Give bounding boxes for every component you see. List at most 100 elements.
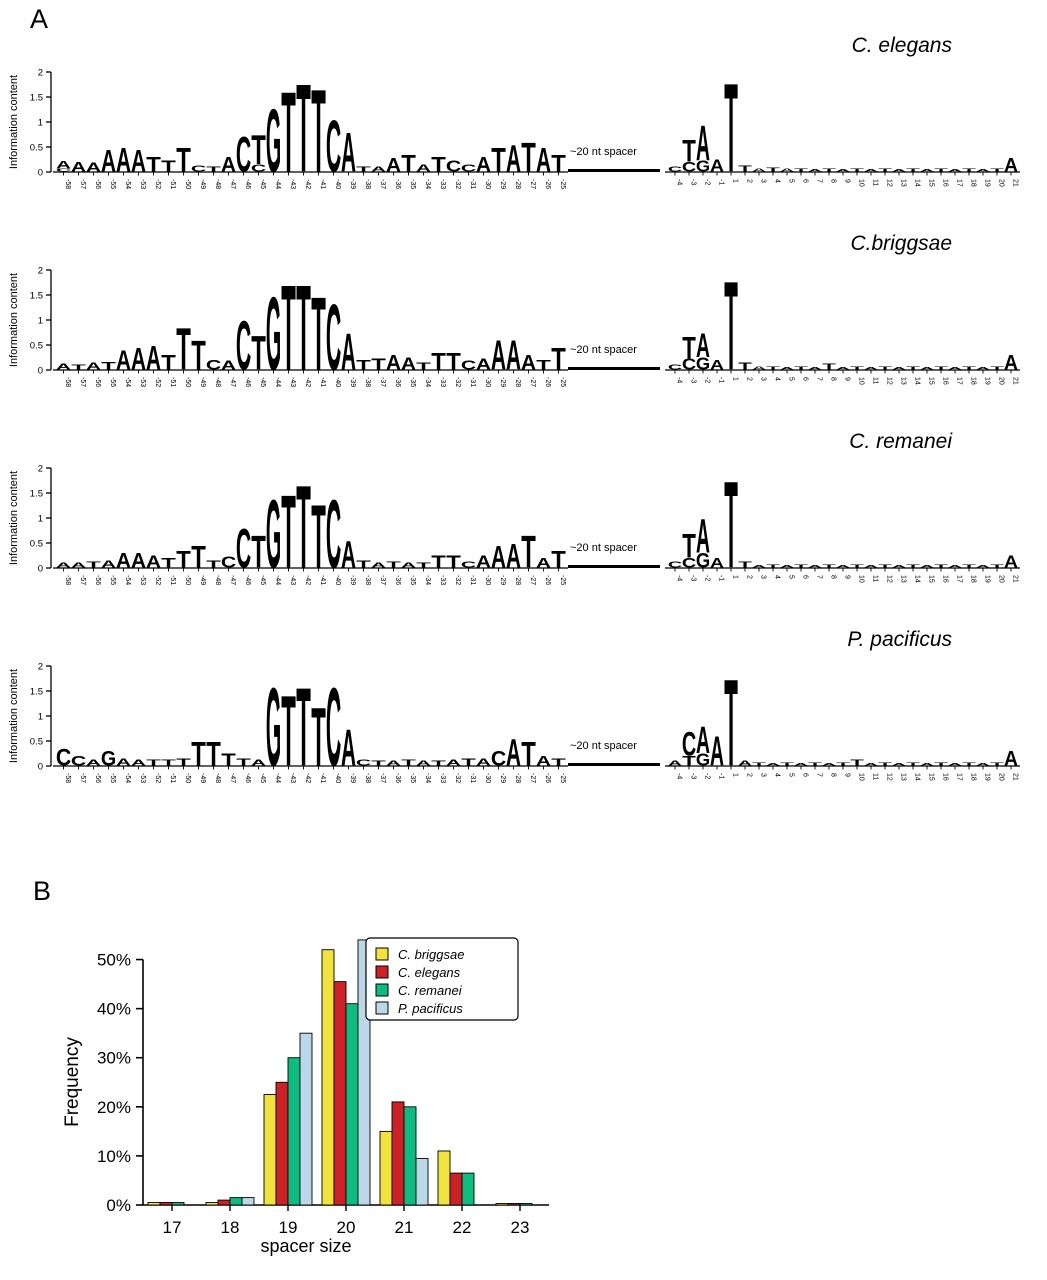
svg-text:A: A <box>1004 551 1018 571</box>
svg-text:C: C <box>71 753 86 768</box>
bar <box>229 1197 243 1206</box>
legend-label: C. briggsae <box>398 947 464 962</box>
svg-text:10%: 10% <box>97 1147 131 1166</box>
svg-text:A: A <box>221 359 236 373</box>
svg-text:T: T <box>521 526 536 577</box>
svg-text:T: T <box>236 756 252 768</box>
svg-text:1.5: 1.5 <box>30 489 43 500</box>
svg-text:T: T <box>682 330 696 366</box>
svg-text:T: T <box>71 363 86 371</box>
svg-text:A: A <box>506 731 521 775</box>
bar <box>287 1057 301 1206</box>
bar <box>159 1202 173 1206</box>
bar <box>519 1203 533 1206</box>
svg-text:T: T <box>296 60 311 199</box>
svg-text:A: A <box>668 760 683 768</box>
svg-text:T: T <box>161 555 176 571</box>
svg-text:-54: -54 <box>124 773 131 783</box>
svg-text:2: 2 <box>38 464 43 475</box>
bar <box>205 1202 219 1206</box>
svg-text:2: 2 <box>746 773 753 777</box>
svg-text:A: A <box>920 762 934 766</box>
svg-text:T: T <box>766 366 780 371</box>
svg-text:-40: -40 <box>334 773 341 783</box>
svg-text:A: A <box>794 762 808 766</box>
svg-text:-53: -53 <box>139 179 146 189</box>
svg-text:Information content: Information content <box>8 669 20 763</box>
svg-text:-4: -4 <box>676 773 683 779</box>
svg-text:-34: -34 <box>424 377 431 387</box>
svg-text:T: T <box>281 675 296 788</box>
svg-text:-52: -52 <box>154 575 161 585</box>
svg-text:A: A <box>710 155 724 175</box>
svg-text:3: 3 <box>760 179 767 183</box>
svg-text:T: T <box>934 564 948 569</box>
svg-text:A: A <box>476 356 491 373</box>
svg-text:-1: -1 <box>718 377 725 383</box>
logo-row-c-remanei: C. remanei 0 0.5 1 1.5 2 Information content -… <box>6 430 1044 628</box>
svg-text:-28: -28 <box>514 575 521 585</box>
spacer-label: ~20 nt spacer <box>570 344 637 356</box>
svg-text:T: T <box>794 564 808 569</box>
svg-text:-26: -26 <box>544 377 551 387</box>
svg-text:A: A <box>401 355 416 374</box>
svg-text:-57: -57 <box>79 575 86 585</box>
svg-text:-29: -29 <box>499 773 506 783</box>
svg-text:15: 15 <box>928 773 935 781</box>
svg-text:A: A <box>506 332 521 379</box>
legend-label: P. pacificus <box>398 1001 463 1016</box>
svg-text:A: A <box>371 562 386 570</box>
svg-text:-33: -33 <box>439 773 446 783</box>
svg-text:A: A <box>836 366 850 370</box>
svg-text:Information content: Information content <box>8 471 20 565</box>
svg-text:G: G <box>696 158 710 175</box>
svg-text:18: 18 <box>970 773 977 781</box>
svg-text:T: T <box>934 168 948 173</box>
svg-text:-30: -30 <box>484 377 491 387</box>
svg-text:A: A <box>536 141 551 180</box>
svg-text:-39: -39 <box>349 575 356 585</box>
svg-text:T: T <box>850 168 864 173</box>
svg-text:30%: 30% <box>97 1049 131 1068</box>
spacer-label: ~20 nt spacer <box>570 146 637 158</box>
svg-text:12: 12 <box>886 179 893 187</box>
svg-text:C: C <box>682 159 696 175</box>
svg-text:T: T <box>191 539 206 574</box>
svg-text:A: A <box>521 351 536 374</box>
svg-text:A: A <box>536 753 551 769</box>
svg-text:-55: -55 <box>109 377 116 387</box>
svg-text:-34: -34 <box>424 773 431 783</box>
svg-text:A: A <box>536 555 551 571</box>
svg-text:T: T <box>356 165 371 173</box>
svg-text:-48: -48 <box>214 773 221 783</box>
legend-swatch <box>375 947 389 961</box>
svg-text:A: A <box>341 324 356 382</box>
spacer-annotation: ~20 nt spacer <box>568 60 660 232</box>
svg-text:A: A <box>836 168 850 172</box>
svg-text:8: 8 <box>830 377 837 381</box>
svg-text:A: A <box>948 762 962 766</box>
svg-text:T: T <box>766 167 780 173</box>
svg-text:A: A <box>71 562 86 570</box>
svg-text:C: C <box>56 743 71 771</box>
svg-text:5: 5 <box>788 179 795 183</box>
spacer-label: ~20 nt spacer <box>570 542 637 554</box>
svg-text:1: 1 <box>732 179 739 183</box>
svg-text:T: T <box>176 141 191 179</box>
svg-text:T: T <box>146 758 161 767</box>
svg-text:C: C <box>461 560 477 569</box>
svg-text:9: 9 <box>844 773 851 777</box>
svg-text:A: A <box>116 346 131 377</box>
svg-text:-4: -4 <box>676 179 683 185</box>
svg-text:C: C <box>326 479 341 588</box>
svg-text:1: 1 <box>732 773 739 777</box>
legend-swatch <box>375 983 389 997</box>
svg-text:17: 17 <box>956 575 963 583</box>
svg-text:-43: -43 <box>289 179 296 189</box>
svg-text:T: T <box>401 758 416 767</box>
svg-text:C: C <box>682 724 696 763</box>
